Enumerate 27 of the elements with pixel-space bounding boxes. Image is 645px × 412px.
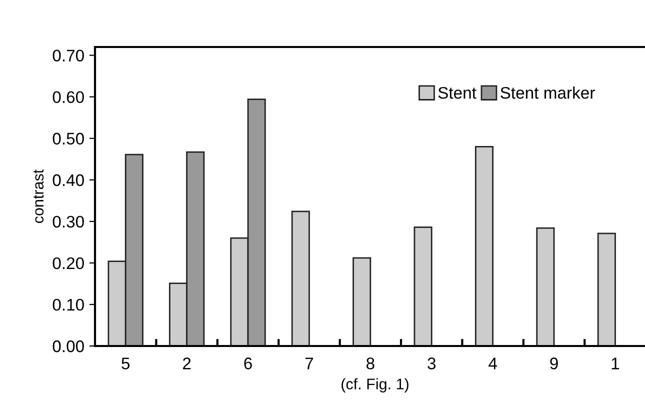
x-tick-label: 9 (550, 358, 558, 370)
y-tick-label: 0.70 (52, 50, 84, 62)
x-tick-label: 1 (612, 358, 620, 370)
bar (414, 226, 432, 346)
y-tick-label: 0.30 (52, 216, 84, 228)
bar (474, 146, 494, 346)
x-tick-label: 5 (122, 358, 130, 370)
x-tick-label: 8 (366, 358, 374, 370)
y-tick-label: 0.10 (52, 298, 84, 311)
y-axis-title: contrast (34, 169, 44, 224)
bar (536, 227, 555, 346)
bar (352, 257, 372, 346)
x-tick-label: 6 (244, 358, 252, 370)
x-tick-label: 2 (183, 358, 191, 370)
y-tick-label: 0.40 (52, 174, 84, 186)
x-tick-label: 3 (428, 358, 436, 370)
x-tick-label: 7 (305, 358, 314, 370)
y-tick-label: 0.60 (52, 91, 84, 104)
y-tick-label: 0.00 (52, 340, 84, 352)
legend-label: Stent marker (500, 86, 595, 99)
x-tick-label: 4 (488, 358, 497, 370)
bar (291, 210, 310, 346)
bar (597, 232, 616, 346)
y-tick-label: 0.20 (52, 257, 84, 270)
legend-label: Stent (438, 86, 476, 99)
y-tick-label: 0.50 (52, 132, 84, 145)
x-axis-title: (cf. Fig. 1) (342, 378, 408, 392)
